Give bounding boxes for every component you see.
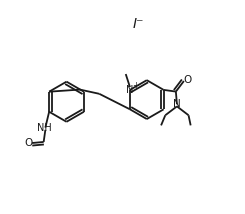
Text: N: N (126, 85, 134, 95)
Text: NH: NH (37, 123, 52, 134)
Text: N: N (173, 99, 181, 109)
Text: O: O (24, 138, 33, 148)
Text: I⁻: I⁻ (133, 16, 144, 31)
Text: O: O (184, 75, 192, 85)
Text: +: + (133, 81, 139, 90)
